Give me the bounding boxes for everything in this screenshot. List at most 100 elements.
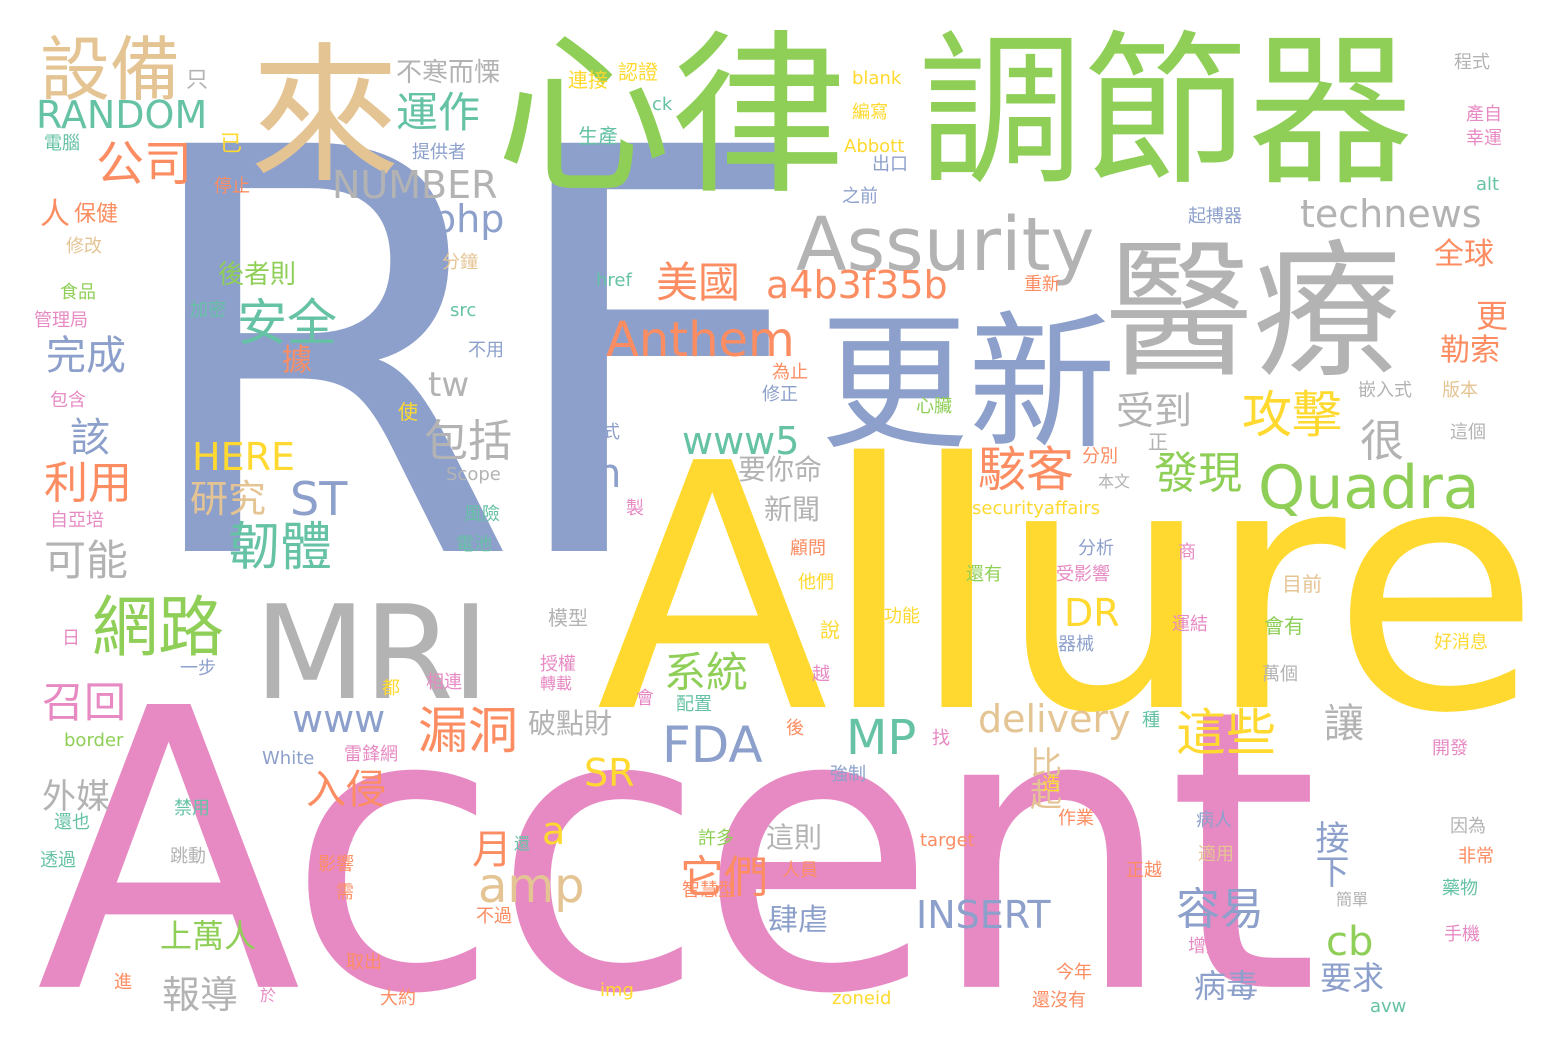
word-www: www: [292, 697, 386, 741]
word-rf: RF: [130, 32, 819, 684]
word-jiexia: 接下: [1309, 820, 1349, 888]
word-kaifa: 開發: [1432, 738, 1468, 759]
word-shengchan: 生產: [578, 124, 618, 148]
word-loudong: 漏洞: [418, 702, 518, 760]
word-bingren: 病人: [1196, 810, 1232, 831]
word-st: ST: [290, 472, 348, 526]
word-haiye: 還也: [54, 812, 90, 833]
word-hen: 很: [1360, 416, 1404, 467]
word-securityaffairs: securityaffairs: [972, 498, 1101, 519]
word-waimei: 外媒: [42, 777, 110, 817]
word-zengjia: 增加: [1188, 936, 1224, 957]
word-src: src: [450, 300, 477, 321]
word-renti: 韌體: [228, 518, 333, 578]
word-xinlv: 心律: [496, 16, 846, 219]
word-jiandan: 簡單: [1336, 890, 1369, 909]
word-anquan: 安全: [237, 294, 337, 352]
word-guwen: 顧問: [790, 538, 826, 559]
word-shi: 使: [398, 400, 418, 424]
word-xinzang: 心臟: [916, 396, 952, 417]
word-haimeiyou: 還沒有: [1032, 990, 1086, 1011]
word-amp: amp: [478, 858, 585, 914]
word-target: target: [920, 830, 975, 851]
word-tamen2: 他們: [798, 572, 834, 593]
word-qiangzhi: 強制: [830, 764, 866, 785]
word-rang: 讓: [1324, 701, 1364, 747]
word-img: img: [600, 980, 634, 1001]
word-baohan: 包含: [50, 390, 86, 411]
word-yiliao: 醫療: [1105, 226, 1401, 398]
word-here: HERE: [192, 435, 295, 479]
word-gengxin: 更新: [820, 298, 1116, 470]
word-wange: 萬個: [1262, 664, 1298, 685]
word-tingzhi: 停止: [214, 176, 250, 197]
word-huiyou: 會有: [1264, 614, 1304, 638]
word-bingdu: 病毒: [1194, 967, 1259, 1005]
word-xiuzheng: 修正: [762, 384, 798, 405]
word-chengshi: 程式: [1454, 52, 1490, 73]
word-yue2: 越: [812, 664, 830, 685]
word-baokuo: 包括: [424, 416, 512, 467]
word-baojian: 保健: [74, 202, 119, 227]
word-mp: MP: [846, 710, 917, 766]
word-haoxiaoxi: 好消息: [1434, 632, 1488, 653]
word-quanqiu: 全球: [1434, 237, 1494, 272]
word-assurity: Assurity: [796, 202, 1095, 288]
word-benwen: 本文: [1098, 472, 1131, 491]
word-insert: INSERT: [916, 893, 1051, 937]
word-yunjie: 運結: [1172, 614, 1208, 635]
word-ren: 人: [40, 197, 70, 232]
word-qiboqi: 起搏器: [1188, 206, 1242, 227]
word-qixie: 器械: [1058, 634, 1094, 655]
word-fenbie: 分別: [1082, 446, 1118, 467]
word-jiami: 加密: [190, 300, 226, 321]
word-keneng: 可能: [44, 536, 129, 585]
word-lesuo: 勒索: [1440, 333, 1500, 368]
word-zuoye: 作業: [1058, 808, 1094, 829]
word-zheng: 正: [1148, 430, 1168, 454]
word-yiyuan: 醫院: [636, 166, 672, 187]
word-geng: 更: [1476, 297, 1509, 335]
word-yaowu: 藥物: [1442, 878, 1478, 899]
word-white: White: [262, 748, 315, 769]
word-random: RANDOM: [36, 93, 208, 137]
word-n: n: [596, 451, 622, 497]
word-yinwei: 因為: [1450, 816, 1486, 837]
word-zoneid: zoneid: [832, 988, 892, 1009]
word-fengxian: 風險: [464, 504, 500, 525]
word-guanliju: 管理局: [34, 310, 88, 331]
word-shebei: 設備: [40, 29, 180, 111]
word-biqi: 比起: [1025, 746, 1063, 810]
word-qianrushi: 嵌入式: [1358, 380, 1412, 401]
word-yue: 月: [472, 827, 512, 873]
word-accent: Accent: [36, 627, 1319, 1052]
word-diannao: 電腦: [44, 133, 80, 154]
word-technews: technews: [1300, 192, 1482, 236]
word-chanzi: 產自: [1466, 104, 1502, 125]
word-shuo: 說: [820, 618, 840, 642]
word-zhiqian: 之前: [842, 186, 878, 207]
word-jinyong: 禁用: [174, 798, 210, 819]
word-fda: FDA: [662, 716, 763, 774]
word-tw: tw: [428, 365, 470, 405]
word-shoudao: 受到: [1116, 389, 1193, 433]
word-houzheze: 後者則: [218, 260, 297, 290]
word-dr: DR: [1064, 591, 1120, 635]
word-shangwanren: 上萬人: [160, 917, 257, 955]
word-sr: SR: [584, 751, 635, 795]
word-yi: 已: [220, 132, 243, 157]
word-yu: 於: [260, 986, 277, 1005]
word-jin: 進: [114, 972, 132, 993]
word-wanglu: 網路: [92, 589, 224, 666]
word-shiyong: 適用: [1198, 844, 1234, 865]
word-feichang: 非常: [1458, 846, 1494, 867]
word-yaoqiu: 要求: [1320, 959, 1385, 997]
word-ruqin: 入侵: [306, 767, 386, 813]
word-zhexie: 這些: [1176, 704, 1276, 762]
word-bianxie: 編寫: [852, 102, 888, 123]
word-xingyun: 幸運: [1466, 128, 1502, 149]
word-shouyingxiang: 受影響: [1056, 564, 1110, 585]
word-yunzuo: 運作: [396, 88, 481, 137]
word-butong: 不同: [318, 824, 354, 845]
word-gongsi: 公司: [96, 136, 193, 192]
